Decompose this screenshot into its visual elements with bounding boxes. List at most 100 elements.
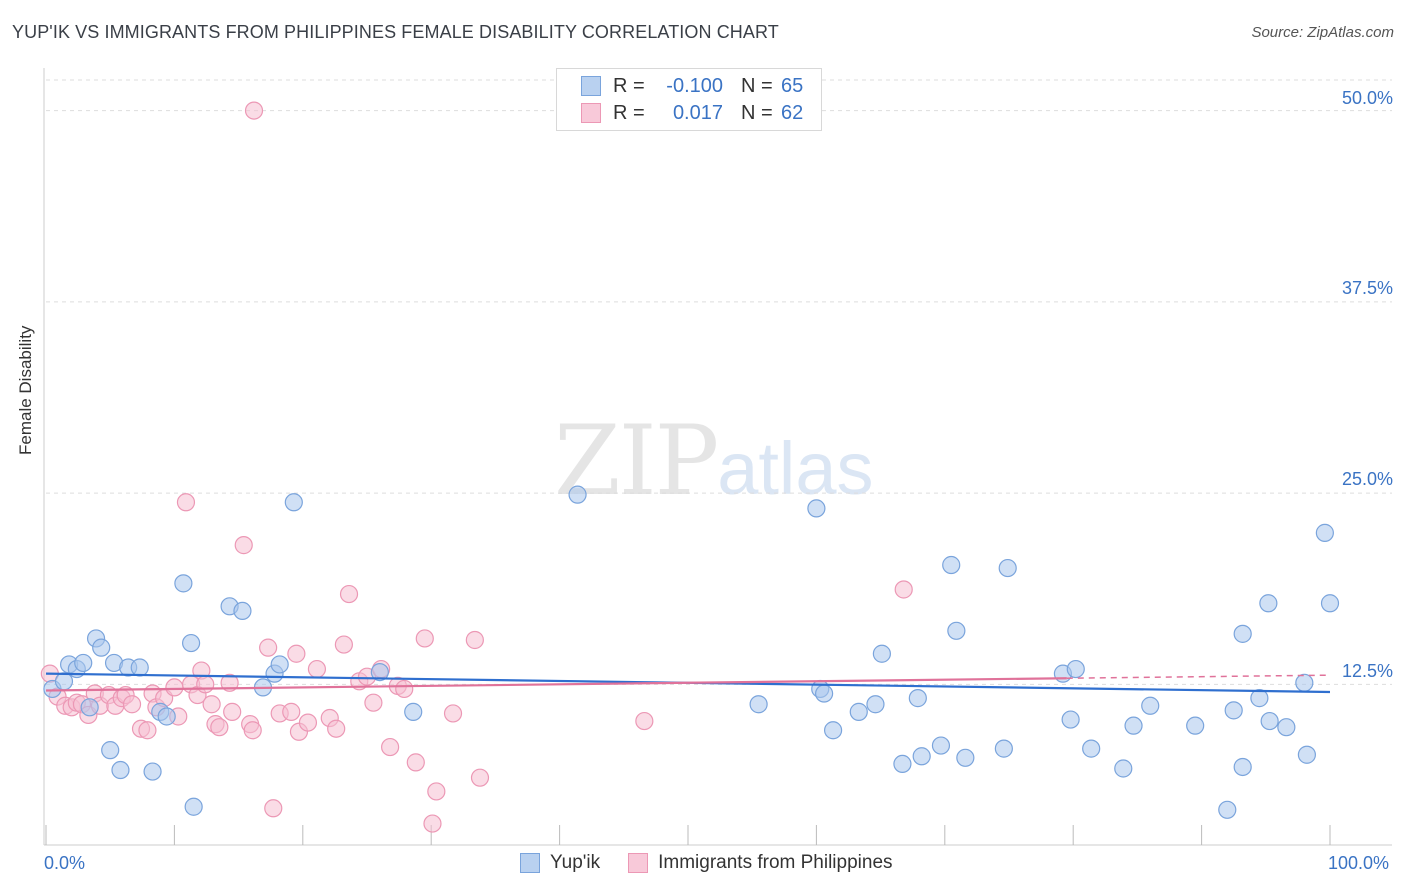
philippines-point: [395, 679, 414, 699]
yupik-point: [174, 574, 193, 593]
yupik-point: [849, 702, 868, 721]
philippines-point: [381, 737, 400, 757]
legend-r-label: R =: [613, 101, 645, 124]
yupik-point: [872, 644, 891, 663]
philippines-point: [244, 101, 264, 120]
yupik-point: [893, 754, 912, 774]
yupik-point: [1315, 523, 1334, 542]
legend-r-label: R =: [613, 74, 645, 97]
legend-n-label: N =: [741, 101, 773, 124]
legend-r-value: 0.017: [672, 101, 723, 124]
legend-swatch-blue: [581, 76, 601, 96]
philippines-point: [282, 702, 301, 721]
x-tick-label-max: 100.0%: [1328, 853, 1390, 873]
yupik-point: [233, 601, 252, 621]
yupik-point: [908, 689, 927, 708]
yupik-point: [1295, 673, 1314, 692]
yupik-point: [1277, 718, 1296, 737]
legend-label: Immigrants from Philippines: [658, 852, 893, 873]
yupik-point: [92, 638, 111, 657]
x-tick-label-min: 0.0%: [44, 853, 86, 873]
philippines-point: [364, 693, 383, 712]
philippines-point: [122, 695, 142, 714]
source-credit: Source: ZipAtlas.com: [1251, 24, 1394, 41]
yupik-point: [370, 663, 389, 682]
legend-row-philippines: R = 0.017 N = 62: [581, 101, 803, 125]
yupik-point: [998, 558, 1017, 578]
legend-swatch-pink: [581, 103, 601, 123]
yupik-point: [1141, 696, 1160, 715]
philippines-point: [298, 713, 318, 732]
yupik-point: [80, 698, 99, 717]
philippines-point: [406, 753, 425, 772]
yupik-point: [157, 707, 176, 726]
legend-r-value: -0.100: [666, 74, 723, 97]
yupik-point: [994, 739, 1013, 758]
philippines-point: [138, 721, 157, 740]
yupik-point: [823, 721, 843, 740]
philippines-point: [287, 644, 306, 663]
yupik-point: [284, 493, 303, 512]
philippines-point: [443, 704, 463, 723]
yupik-point: [143, 762, 162, 781]
philippines-point: [465, 630, 484, 650]
yupik-point: [74, 653, 93, 673]
yupik-point: [956, 748, 975, 767]
series-legend: Yup'ik Immigrants from Philippines: [520, 852, 921, 874]
yupik-point: [749, 695, 768, 714]
yupik-point: [1250, 689, 1269, 708]
yupik-point: [54, 672, 74, 691]
yupik-point: [1297, 745, 1316, 764]
philippines-trend-extension: [1066, 674, 1331, 679]
stats-legend: R = -0.100 N = 65 R = 0.017 N = 62: [556, 68, 822, 131]
yupik-point: [130, 658, 149, 677]
y-tick-label: 50.0%: [1341, 88, 1393, 108]
philippines-point: [264, 799, 283, 818]
y-tick-label: 25.0%: [1341, 469, 1393, 489]
legend-n-value: 62: [781, 101, 804, 124]
yupik-point: [1066, 659, 1085, 679]
yupik-point: [1124, 716, 1143, 735]
yupik-point: [568, 485, 587, 504]
yupik-point: [815, 684, 834, 703]
yupik-point: [1082, 739, 1101, 758]
philippines-point: [894, 580, 913, 599]
philippines-point: [202, 695, 221, 714]
yupik-point: [181, 633, 201, 653]
chart-title: YUP'IK VS IMMIGRANTS FROM PHILIPPINES FE…: [12, 22, 779, 42]
philippines-point: [339, 584, 359, 604]
philippines-point: [220, 673, 239, 692]
yupik-point: [807, 499, 826, 518]
philippines-trend-line: [45, 677, 1067, 692]
legend-n-label: N =: [741, 74, 773, 97]
yupik-point: [1061, 710, 1080, 729]
legend-item-yupik: Yup'ik: [520, 852, 600, 874]
yupik-point: [111, 760, 130, 780]
y-tick-label: 12.5%: [1341, 661, 1393, 681]
yupik-point: [942, 555, 961, 575]
philippines-point: [223, 702, 242, 721]
philippines-point: [307, 659, 327, 679]
philippines-point: [423, 814, 442, 833]
philippines-point: [470, 768, 490, 787]
legend-label: Yup'ik: [550, 852, 601, 873]
yupik-point: [1233, 757, 1252, 777]
philippines-point: [176, 493, 196, 512]
yupik-point: [1186, 716, 1205, 735]
legend-item-philippines: Immigrants from Philippines: [628, 852, 893, 874]
yupik-point: [1224, 701, 1243, 720]
philippines-point: [243, 721, 262, 740]
legend-n-value: 65: [781, 74, 804, 97]
y-tick-label: 37.5%: [1341, 278, 1393, 298]
yupik-point: [1260, 711, 1279, 731]
yupik-point: [1320, 594, 1340, 613]
philippines-point: [210, 718, 229, 737]
legend-row-yupik: R = -0.100 N = 65: [581, 74, 803, 98]
philippines-point: [334, 635, 353, 654]
yupik-point: [1259, 594, 1278, 613]
yupik-point: [101, 741, 120, 760]
watermark-atlas: atlas: [717, 427, 874, 510]
philippines-point: [165, 678, 184, 697]
yupik-point: [1218, 800, 1237, 819]
